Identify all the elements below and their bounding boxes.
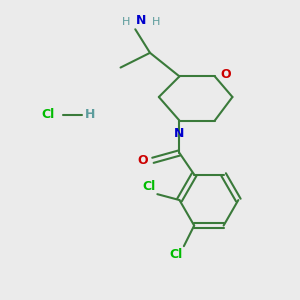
Text: N: N — [174, 127, 184, 140]
Text: H: H — [85, 108, 96, 121]
Text: Cl: Cl — [41, 108, 54, 121]
Text: Cl: Cl — [169, 248, 182, 261]
Text: N: N — [136, 14, 146, 27]
Text: H: H — [122, 17, 130, 27]
Text: O: O — [137, 154, 148, 167]
Text: Cl: Cl — [142, 180, 156, 193]
Text: O: O — [220, 68, 231, 81]
Text: H: H — [152, 17, 160, 27]
